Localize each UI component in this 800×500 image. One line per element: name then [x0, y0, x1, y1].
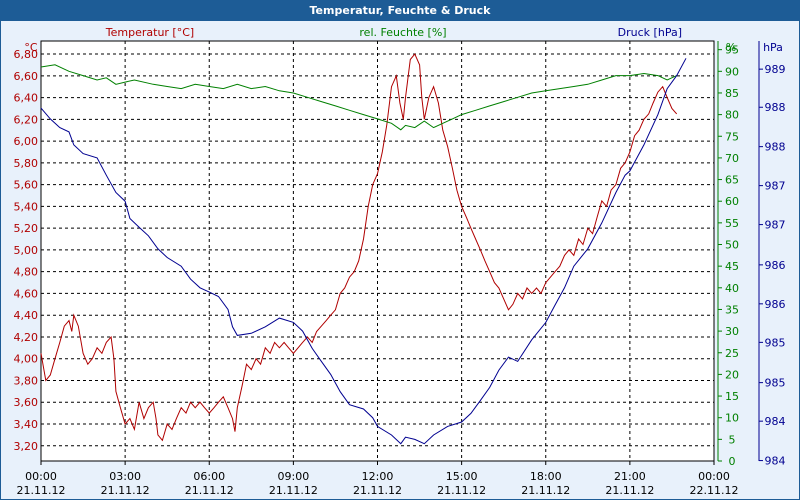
temperature-tick-label: 6,60	[14, 70, 39, 83]
humidity-tick-label: 70	[725, 152, 739, 165]
time-tick-label: 00:00	[698, 470, 730, 483]
date-tick-label: 21.11.12	[185, 484, 234, 497]
humidity-tick-label: 95	[725, 44, 739, 57]
temperature-tick-label: 3,20	[14, 440, 39, 453]
temperature-tick-label: 4,60	[14, 287, 39, 300]
temperature-tick-label: 5,80	[14, 157, 39, 170]
temperature-axis: °C 3,20 3,40 3,60 3,80 4,00 4,20 4,40 4,60 4,80 5,…	[14, 41, 39, 453]
time-tick-label: 09:00	[278, 470, 310, 483]
legend-temperature: Temperatur [°C]	[105, 26, 194, 39]
temperature-tick-label: 5,40	[14, 200, 39, 213]
pressure-tick-label: 988	[765, 101, 786, 114]
temperature-tick-label: 3,60	[14, 396, 39, 409]
temperature-tick-label: 3,40	[14, 418, 39, 431]
humidity-tick-label: 90	[725, 65, 739, 78]
humidity-tick-label: 80	[725, 109, 739, 122]
temperature-tick-label: 6,80	[14, 48, 39, 61]
date-tick-label: 21.11.12	[101, 484, 150, 497]
pressure-line	[40, 58, 687, 445]
humidity-axis: % 0 5 10 15 20 25 30 35 40 45 50 55 60 65 70 75 80 85 90 95	[717, 41, 739, 468]
legend: Temperatur [°C] rel. Feuchte [%] Druck [hP…	[105, 26, 682, 39]
pressure-unit-label: hPa	[763, 41, 783, 54]
series-layer	[40, 53, 687, 445]
pressure-tick-label: 984	[765, 455, 786, 468]
temperature-tick-label: 4,40	[14, 309, 39, 322]
temperature-tick-label: 6,20	[14, 113, 39, 126]
humidity-tick-label: 85	[725, 87, 739, 100]
temperature-tick-label: 6,00	[14, 135, 39, 148]
pressure-tick-label: 984	[765, 415, 786, 428]
temperature-tick-label: 4,20	[14, 331, 39, 344]
date-tick-label: 21.11.12	[17, 484, 66, 497]
pressure-tick-label: 985	[765, 377, 786, 390]
humidity-tick-label: 0	[729, 455, 736, 468]
humidity-tick-label: 40	[725, 282, 739, 295]
pressure-tick-label: 986	[765, 259, 786, 272]
humidity-tick-label: 10	[725, 412, 739, 425]
pressure-tick-label: 985	[765, 336, 786, 349]
temperature-tick-label: 5,00	[14, 244, 39, 257]
time-tick-label: 03:00	[109, 470, 141, 483]
legend-humidity: rel. Feuchte [%]	[359, 26, 446, 39]
humidity-line	[40, 64, 677, 131]
time-tick-label: 21:00	[614, 470, 646, 483]
date-tick-label: 21.11.12	[521, 484, 570, 497]
humidity-tick-label: 50	[725, 239, 739, 252]
humidity-tick-label: 60	[725, 195, 739, 208]
humidity-tick-label: 75	[725, 130, 739, 143]
pressure-axis: hPa 989 988 988 987 987 986 986 985 985 984 984	[758, 41, 786, 468]
date-tick-label: 21.11.12	[437, 484, 486, 497]
humidity-unit-label: %	[726, 41, 736, 54]
humidity-tick-label: 30	[725, 325, 739, 338]
humidity-tick-label: 35	[725, 303, 739, 316]
pressure-tick-label: 989	[765, 63, 786, 76]
date-tick-label: 22.11.12	[690, 484, 739, 497]
pressure-tick-label: 987	[765, 219, 786, 232]
pressure-tick-label: 988	[765, 141, 786, 154]
humidity-tick-label: 20	[725, 368, 739, 381]
pressure-tick-label: 987	[765, 180, 786, 193]
time-axis: 00:0021.11.1203:0021.11.1206:0021.11.120…	[17, 461, 739, 497]
temperature-tick-label: 4,80	[14, 266, 39, 279]
temperature-line	[40, 53, 678, 442]
humidity-tick-label: 5	[729, 433, 736, 446]
temperature-unit-label: °C	[24, 41, 38, 54]
time-tick-label: 00:00	[25, 470, 57, 483]
temperature-tick-label: 6,40	[14, 92, 39, 105]
chart-title: Temperatur, Feuchte & Druck	[1, 1, 799, 21]
date-tick-label: 21.11.12	[269, 484, 318, 497]
time-tick-label: 15:00	[446, 470, 478, 483]
time-tick-label: 18:00	[530, 470, 562, 483]
humidity-tick-label: 25	[725, 347, 739, 360]
grid-lines	[41, 41, 714, 461]
date-tick-label: 21.11.12	[605, 484, 654, 497]
humidity-tick-label: 45	[725, 260, 739, 273]
pressure-tick-label: 986	[765, 298, 786, 311]
humidity-tick-label: 55	[725, 217, 739, 230]
legend-pressure: Druck [hPa]	[618, 26, 682, 39]
date-tick-label: 21.11.12	[353, 484, 402, 497]
temperature-tick-label: 5,20	[14, 222, 39, 235]
temperature-tick-label: 5,60	[14, 179, 39, 192]
time-tick-label: 06:00	[193, 470, 225, 483]
humidity-tick-label: 15	[725, 390, 739, 403]
temperature-tick-label: 3,80	[14, 374, 39, 387]
humidity-tick-label: 65	[725, 174, 739, 187]
time-tick-label: 12:00	[362, 470, 394, 483]
temperature-tick-label: 4,00	[14, 353, 39, 366]
